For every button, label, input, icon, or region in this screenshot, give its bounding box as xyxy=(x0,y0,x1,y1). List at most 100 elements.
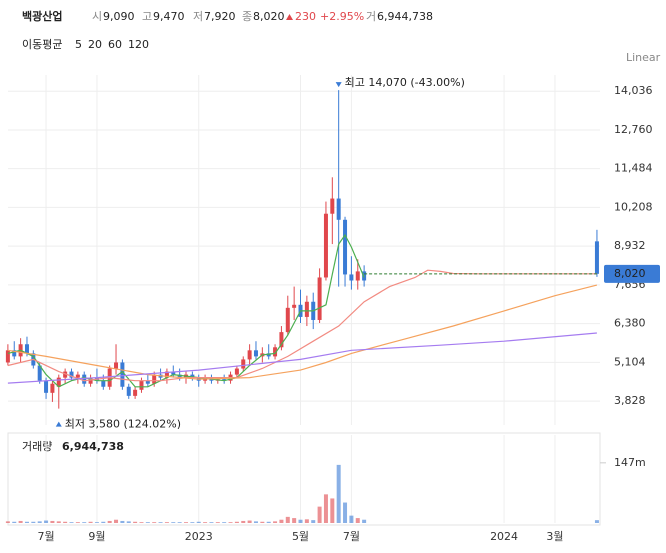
volume-bar xyxy=(247,520,252,523)
volume-bar xyxy=(330,498,335,523)
x-tick-label: 3월 xyxy=(546,530,563,543)
candle-body xyxy=(266,353,271,357)
candle-body xyxy=(171,371,176,375)
candle-body xyxy=(126,386,131,396)
x-tick-label: 9월 xyxy=(88,530,105,543)
ma-line xyxy=(7,332,597,384)
volume-bar xyxy=(260,521,265,523)
volume-total: 6,944,738 xyxy=(62,440,124,453)
x-tick-label: 2024 xyxy=(490,530,518,543)
high-value: 9,470 xyxy=(153,10,185,23)
y-tick-label: 5,104 xyxy=(614,355,646,368)
legend-item: 60 xyxy=(108,38,122,51)
candle-body xyxy=(12,350,17,357)
candle-body xyxy=(24,344,29,354)
volume-bar xyxy=(31,521,36,523)
volume-bar xyxy=(69,522,74,523)
y-tick-label: 11,484 xyxy=(614,162,653,175)
candle-body xyxy=(120,362,125,387)
volume-bar xyxy=(114,519,119,523)
volume-bar xyxy=(209,522,214,523)
volume-bar xyxy=(317,506,322,523)
candle-body xyxy=(317,277,322,320)
volume-bar xyxy=(266,521,271,523)
candle-body xyxy=(50,383,55,393)
high-annotation: 최고 14,070 (-43.00%) xyxy=(345,76,465,89)
volume-bar xyxy=(88,521,93,523)
change: 230 xyxy=(295,10,316,23)
candle-body xyxy=(285,307,290,333)
candle-body xyxy=(63,371,68,378)
candle-body xyxy=(253,350,258,357)
open-value: 9,090 xyxy=(103,10,135,23)
candle-body xyxy=(292,304,297,308)
volume-bar xyxy=(292,518,297,523)
volume-bar xyxy=(349,515,354,523)
close-value: 8,020 xyxy=(253,10,285,23)
volume-bar xyxy=(190,522,195,523)
candle-body xyxy=(279,332,284,348)
legend-item: 5 xyxy=(75,38,82,51)
legend-item: 20 xyxy=(88,38,102,51)
volume-bar xyxy=(152,522,157,523)
ma-line xyxy=(7,284,598,380)
volume-bar xyxy=(355,518,360,523)
volume-bar xyxy=(362,519,367,523)
candle-body xyxy=(241,359,246,369)
last-price-label: 8,020 xyxy=(614,267,646,280)
volume-panel xyxy=(7,432,601,526)
volume-bar xyxy=(184,522,189,523)
close-label: 종 xyxy=(242,10,252,23)
volume-bar xyxy=(215,522,220,523)
volume-bar xyxy=(75,522,80,523)
candle-body xyxy=(164,371,169,378)
candle-body xyxy=(273,347,278,357)
volume-bar xyxy=(234,521,239,523)
y-tick-label: 14,036 xyxy=(614,84,653,97)
volume-bar xyxy=(139,522,144,523)
volume-bar xyxy=(24,521,29,523)
volume-bar xyxy=(323,494,328,523)
low-marker xyxy=(55,421,62,427)
volume-bar xyxy=(107,520,112,523)
volume-bar xyxy=(50,520,55,523)
y-tick-label: 12,760 xyxy=(614,123,653,136)
candle-body xyxy=(304,301,309,317)
volume-bar xyxy=(336,464,341,523)
volume-bar xyxy=(171,522,176,523)
y-tick-label: 8,932 xyxy=(614,239,646,252)
candle-body xyxy=(44,380,49,393)
stock-name: 백광산업 xyxy=(22,9,62,23)
change-pct: +2.95% xyxy=(320,10,364,23)
candle-body xyxy=(139,380,144,390)
volume-bar xyxy=(177,522,182,523)
volume-bar xyxy=(82,522,87,523)
ma-title: 이동평균 xyxy=(22,38,62,51)
volume-title: 거래량 xyxy=(22,440,52,453)
candle-body xyxy=(190,374,195,378)
volume-bar xyxy=(56,521,61,523)
x-tick-label: 7월 xyxy=(343,530,360,543)
candle-body xyxy=(114,362,119,369)
volume-bar xyxy=(126,521,131,523)
volume-bar xyxy=(241,520,246,523)
candle-body xyxy=(594,241,599,274)
x-tick-label: 5월 xyxy=(292,530,309,543)
volume-tick-label: 147m xyxy=(614,456,646,469)
scale-mode: Linear xyxy=(626,51,661,64)
volume-bar xyxy=(203,522,208,523)
candle-body xyxy=(323,213,328,278)
volume-bar xyxy=(145,522,150,523)
volume-bar xyxy=(158,522,163,523)
volume-bar xyxy=(285,516,290,523)
candle-body xyxy=(222,379,227,381)
candle-body xyxy=(247,350,252,360)
low-annotation: 최저 3,580 (124.02%) xyxy=(65,418,181,431)
volume-bar xyxy=(18,520,23,523)
volume-bar xyxy=(63,521,68,523)
x-tick-label: 2023 xyxy=(185,530,213,543)
candle-body xyxy=(101,380,106,387)
volume-label: 거 xyxy=(366,10,376,23)
